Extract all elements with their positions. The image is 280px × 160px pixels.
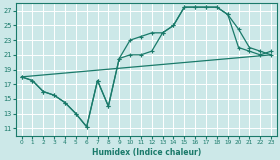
X-axis label: Humidex (Indice chaleur): Humidex (Indice chaleur): [92, 148, 201, 156]
